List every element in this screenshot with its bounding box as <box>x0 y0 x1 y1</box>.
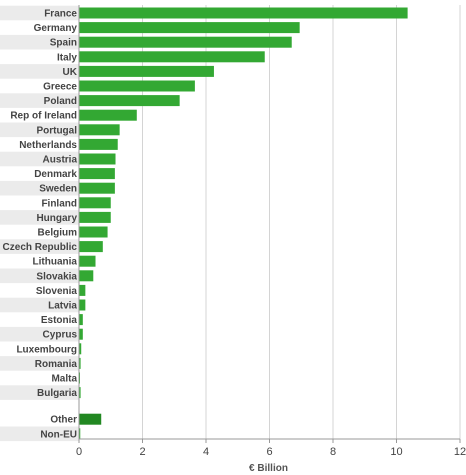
bar-bulgaria <box>79 387 81 399</box>
category-label-bulgaria: Bulgaria <box>37 388 77 399</box>
bar-finland <box>79 197 111 209</box>
category-label-netherlands: Netherlands <box>19 140 77 151</box>
bar-hungary <box>79 211 111 223</box>
category-label-spain: Spain <box>50 38 77 49</box>
row-stripe-non-eu <box>0 426 79 442</box>
category-label-slovakia: Slovakia <box>36 271 77 282</box>
row-stripe-cyprus <box>0 326 79 342</box>
row-stripes <box>0 5 79 442</box>
bar-other <box>79 413 102 425</box>
x-tick-label-0: 0 <box>76 446 82 458</box>
bar-spain <box>79 36 292 48</box>
bar-france <box>79 7 408 19</box>
bar-estonia <box>79 314 83 326</box>
category-label-lithuania: Lithuania <box>33 257 78 268</box>
bar-netherlands <box>79 138 118 150</box>
bar-italy <box>79 51 265 63</box>
row-stripe-hungary <box>0 210 79 225</box>
category-label-germany: Germany <box>34 23 78 34</box>
bar-lithuania <box>79 255 96 267</box>
category-label-czech-republic: Czech Republic <box>3 242 78 253</box>
row-stripe-bulgaria <box>0 385 79 400</box>
x-axis-title: € Billion <box>249 463 288 474</box>
category-label-estonia: Estonia <box>41 315 78 326</box>
category-label-italy: Italy <box>57 52 77 63</box>
category-label-rep-of-ireland: Rep of Ireland <box>10 111 77 122</box>
bar-greece <box>79 80 195 92</box>
bar-denmark <box>79 168 115 180</box>
category-label-greece: Greece <box>43 82 77 93</box>
category-label-malta: Malta <box>51 374 77 385</box>
bar-slovenia <box>79 284 86 296</box>
x-tick-label-8: 8 <box>330 446 336 458</box>
category-label-portugal: Portugal <box>36 125 77 136</box>
bar-luxembourg <box>79 343 82 355</box>
category-label-austria: Austria <box>43 155 78 166</box>
category-label-cyprus: Cyprus <box>43 330 78 341</box>
row-stripe-poland <box>0 93 79 108</box>
category-label-non-eu: Non-EU <box>40 429 77 440</box>
category-label-latvia: Latvia <box>48 301 77 312</box>
x-tick-labels: 0 2 4 6 8 10 12 <box>76 439 466 458</box>
bar-non-eu <box>79 428 81 440</box>
bar-rep-of-ireland <box>79 109 137 121</box>
category-labels: France Germany Spain Italy UK Greece Poland Rep… <box>3 9 78 441</box>
x-tick-label-10: 10 <box>390 446 402 458</box>
bars <box>79 7 408 440</box>
row-stripe-latvia <box>0 297 79 313</box>
bar-sweden <box>79 182 115 194</box>
bar-poland <box>79 95 180 107</box>
row-stripe-austria <box>0 151 79 167</box>
category-label-luxembourg: Luxembourg <box>16 344 77 355</box>
row-stripe-romania <box>0 356 79 371</box>
x-tick-label-2: 2 <box>139 446 145 458</box>
bar-belgium <box>79 226 108 238</box>
category-label-uk: UK <box>63 67 78 78</box>
category-label-belgium: Belgium <box>38 228 78 239</box>
category-label-sweden: Sweden <box>39 184 77 195</box>
row-stripe-czech-republic <box>0 239 79 254</box>
bar-slovakia <box>79 270 94 282</box>
category-label-romania: Romania <box>35 359 78 370</box>
bar-czech-republic <box>79 241 103 253</box>
bar-germany <box>79 22 300 34</box>
x-tick-label-12: 12 <box>454 446 466 458</box>
row-stripe-france <box>0 5 79 21</box>
bar-austria <box>79 153 116 165</box>
gridlines <box>142 5 461 439</box>
category-label-hungary: Hungary <box>36 213 77 224</box>
row-stripe-spain <box>0 34 79 50</box>
bar-portugal <box>79 124 120 136</box>
bar-latvia <box>79 299 86 311</box>
bar-cyprus <box>79 328 83 340</box>
row-stripe-uk <box>0 64 79 79</box>
bar-uk <box>79 65 214 77</box>
category-label-denmark: Denmark <box>34 169 77 180</box>
category-label-finland: Finland <box>41 198 77 209</box>
row-stripe-slovakia <box>0 268 79 284</box>
row-stripe-portugal <box>0 122 79 138</box>
category-label-france: France <box>44 9 77 20</box>
row-stripe-sweden <box>0 180 79 196</box>
category-label-other: Other <box>50 415 77 426</box>
category-label-slovenia: Slovenia <box>36 286 78 297</box>
x-tick-label-4: 4 <box>203 446 209 458</box>
category-label-poland: Poland <box>44 96 77 107</box>
bar-romania <box>79 357 81 369</box>
x-tick-label-6: 6 <box>266 446 272 458</box>
